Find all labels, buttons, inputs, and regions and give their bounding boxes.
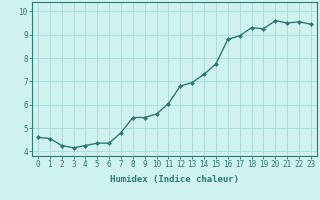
X-axis label: Humidex (Indice chaleur): Humidex (Indice chaleur) [110,175,239,184]
